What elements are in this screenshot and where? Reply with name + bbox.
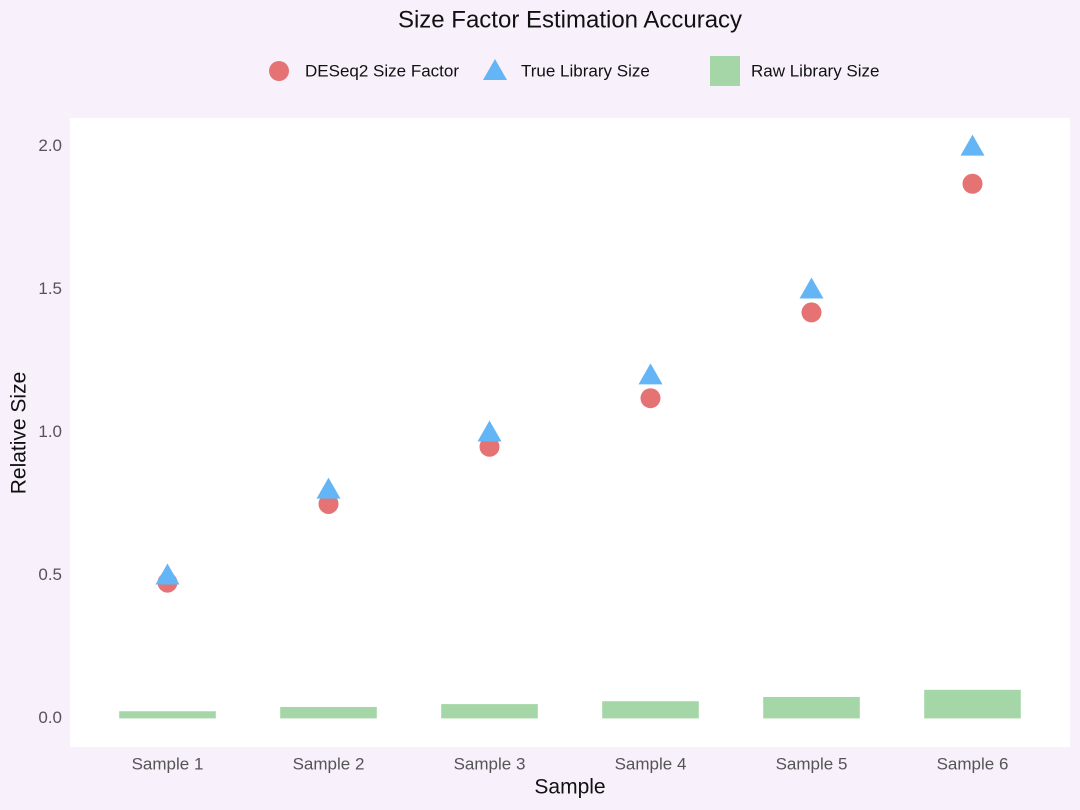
point — [801, 302, 822, 323]
legend-label: True Library Size — [521, 61, 650, 80]
x-axis-label: Sample — [534, 776, 605, 799]
point — [960, 134, 985, 156]
point — [640, 388, 661, 409]
x-tick-label: Sample 1 — [132, 754, 204, 773]
point — [316, 477, 341, 499]
point — [155, 563, 180, 585]
point — [962, 173, 983, 194]
legend-swatch — [710, 56, 740, 86]
bar — [280, 706, 377, 719]
legend-swatch — [269, 61, 289, 81]
y-tick-label: 2.0 — [38, 136, 62, 155]
y-tick-label: 1.0 — [38, 422, 62, 441]
legend-label: DESeq2 Size Factor — [305, 61, 459, 80]
point — [799, 277, 824, 299]
x-tick-label: Sample 2 — [293, 754, 365, 773]
plot-area — [70, 118, 1070, 747]
point — [479, 436, 500, 457]
legend-swatch — [483, 59, 507, 80]
legend-label: Raw Library Size — [751, 61, 880, 80]
bar — [924, 689, 1021, 719]
x-tick-label: Sample 4 — [615, 754, 687, 773]
y-tick-label: 1.5 — [38, 279, 62, 298]
bar — [763, 696, 860, 719]
bar — [602, 701, 699, 719]
point — [318, 493, 339, 514]
x-tick-label: Sample 6 — [937, 754, 1009, 773]
point — [477, 420, 502, 442]
bar — [119, 711, 216, 719]
x-tick-label: Sample 3 — [454, 754, 526, 773]
point — [638, 363, 663, 385]
x-tick-label: Sample 5 — [776, 754, 848, 773]
bar — [441, 704, 538, 719]
y-tick-label: 0.0 — [38, 708, 62, 727]
y-tick-label: 0.5 — [38, 565, 62, 584]
chart-title: Size Factor Estimation Accuracy — [398, 6, 742, 33]
y-axis-label: Relative Size — [8, 372, 31, 495]
